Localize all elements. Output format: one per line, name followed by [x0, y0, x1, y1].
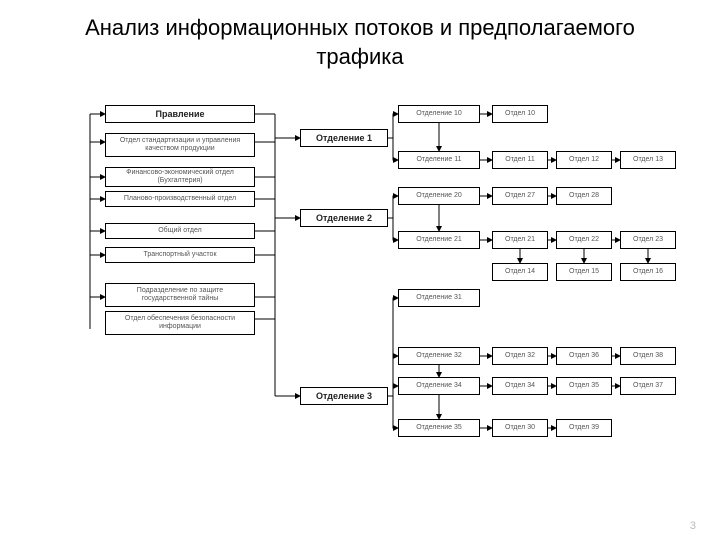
box-secret: Подразделение по защите государственной … — [105, 283, 255, 307]
diagram-canvas: Правление Отдел стандартизации и управле… — [0, 79, 720, 539]
box-plan-prod: Планово-производственный отдел — [105, 191, 255, 207]
box-o11: Отделение 11 — [398, 151, 480, 169]
box-o34: Отделение 34 — [398, 377, 480, 395]
box-pravlenie: Правление — [105, 105, 255, 123]
box-transport: Транспортный участок — [105, 247, 255, 263]
box-d27: Отдел 27 — [492, 187, 548, 205]
box-o32: Отделение 32 — [398, 347, 480, 365]
box-general: Общий отдел — [105, 223, 255, 239]
box-otd3: Отделение 3 — [300, 387, 388, 405]
box-o10: Отделение 10 — [398, 105, 480, 123]
box-d15: Отдел 15 — [556, 263, 612, 281]
box-standards: Отдел стандартизации и управления качест… — [105, 133, 255, 157]
box-o20: Отделение 20 — [398, 187, 480, 205]
page-title: Анализ информационных потоков и предпола… — [0, 0, 720, 79]
box-o35: Отделение 35 — [398, 419, 480, 437]
box-d21: Отдел 21 — [492, 231, 548, 249]
box-d38: Отдел 38 — [620, 347, 676, 365]
box-d36: Отдел 36 — [556, 347, 612, 365]
box-otd1: Отделение 1 — [300, 129, 388, 147]
box-infosec: Отдел обеспечения безопасности информаци… — [105, 311, 255, 335]
box-otd2: Отделение 2 — [300, 209, 388, 227]
box-d30: Отдел 30 — [492, 419, 548, 437]
box-d22: Отдел 22 — [556, 231, 612, 249]
box-d28: Отдел 28 — [556, 187, 612, 205]
box-d14: Отдел 14 — [492, 263, 548, 281]
box-d13: Отдел 13 — [620, 151, 676, 169]
box-d16: Отдел 16 — [620, 263, 676, 281]
box-o31: Отделение 31 — [398, 289, 480, 307]
box-d10: Отдел 10 — [492, 105, 548, 123]
box-o21: Отделение 21 — [398, 231, 480, 249]
box-d37: Отдел 37 — [620, 377, 676, 395]
box-d32: Отдел 32 — [492, 347, 548, 365]
box-d12: Отдел 12 — [556, 151, 612, 169]
box-d34: Отдел 34 — [492, 377, 548, 395]
box-d23: Отдел 23 — [620, 231, 676, 249]
box-d11: Отдел 11 — [492, 151, 548, 169]
box-fin-econ: Финансово-экономический отдел (Бухгалтер… — [105, 167, 255, 187]
box-d35: Отдел 35 — [556, 377, 612, 395]
box-d39: Отдел 39 — [556, 419, 612, 437]
page-number: 3 — [690, 520, 696, 532]
